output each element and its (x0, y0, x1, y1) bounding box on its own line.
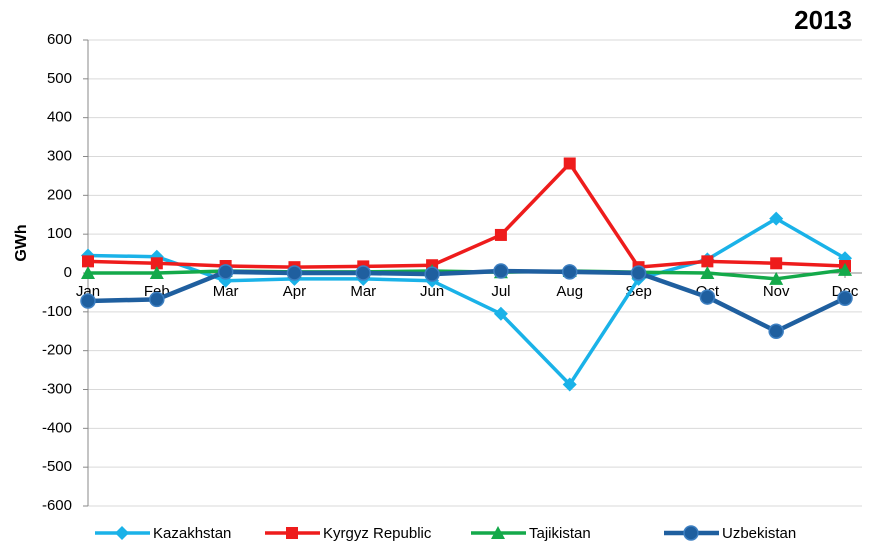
y-tick-label: -400 (42, 419, 72, 436)
data-point (562, 377, 577, 392)
y-tick-label: 300 (47, 147, 72, 164)
legend-label: Kyrgyz Republic (323, 525, 432, 542)
data-point (149, 266, 164, 279)
data-point (424, 266, 440, 282)
data-point (82, 255, 94, 268)
y-tick-label: 400 (47, 109, 72, 126)
y-tick-label: -300 (42, 380, 72, 397)
data-point (770, 257, 783, 270)
y-tick-label: 0 (64, 264, 72, 281)
data-point (630, 265, 647, 281)
data-point (769, 271, 784, 285)
data-point (494, 228, 507, 241)
y-tick-label: -500 (42, 458, 72, 475)
data-point (286, 265, 303, 281)
y-tick-label: 100 (47, 225, 72, 242)
x-tick-label: Jul (491, 283, 510, 300)
data-point (769, 211, 784, 226)
data-point (837, 290, 853, 306)
y-tick-label: 200 (47, 186, 72, 203)
y-tick-label: -200 (42, 342, 72, 359)
legend-item: Kyrgyz Republic (265, 525, 432, 542)
data-point (699, 289, 716, 305)
data-point (81, 266, 95, 279)
y-tick-label: -600 (42, 497, 72, 514)
data-point (493, 306, 508, 321)
data-point (838, 262, 852, 276)
data-point (768, 323, 784, 339)
legend-marker (115, 526, 129, 540)
legend-marker (286, 527, 298, 539)
y-axis-label: GWh (13, 224, 30, 261)
data-point (700, 266, 715, 279)
data-point (563, 157, 576, 170)
x-tick-label: Nov (763, 283, 790, 300)
x-tick-label: Apr (283, 283, 306, 300)
series-line (87, 268, 846, 334)
series-line (87, 161, 846, 269)
data-point (217, 264, 234, 280)
legend-item: Uzbekistan (664, 525, 796, 542)
x-tick-label: Mar (213, 283, 239, 300)
y-tick-label: 600 (47, 31, 72, 48)
legend-marker (491, 526, 505, 539)
data-point (150, 257, 163, 270)
y-tick-label: 500 (47, 70, 72, 87)
data-point (355, 265, 372, 281)
x-tick-label: Aug (556, 283, 583, 300)
data-point (701, 255, 714, 268)
chart-title: 2013 (794, 5, 852, 35)
data-point (493, 263, 509, 279)
x-tick-label: Mar (350, 283, 376, 300)
legend-label: Kazakhstan (153, 525, 231, 542)
y-tick-label: -100 (42, 303, 72, 320)
legend-item: Kazakhstan (95, 525, 231, 542)
data-point (149, 291, 165, 308)
legend-item: Tajikistan (471, 525, 591, 542)
data-point (80, 293, 96, 309)
x-tick-label: Jan (76, 283, 100, 300)
x-tick-label: Jun (420, 283, 444, 300)
data-point (561, 264, 578, 280)
series-line (87, 216, 846, 387)
legend-label: Uzbekistan (722, 525, 796, 542)
legend-label: Tajikistan (529, 525, 591, 542)
legend-marker (683, 525, 699, 541)
